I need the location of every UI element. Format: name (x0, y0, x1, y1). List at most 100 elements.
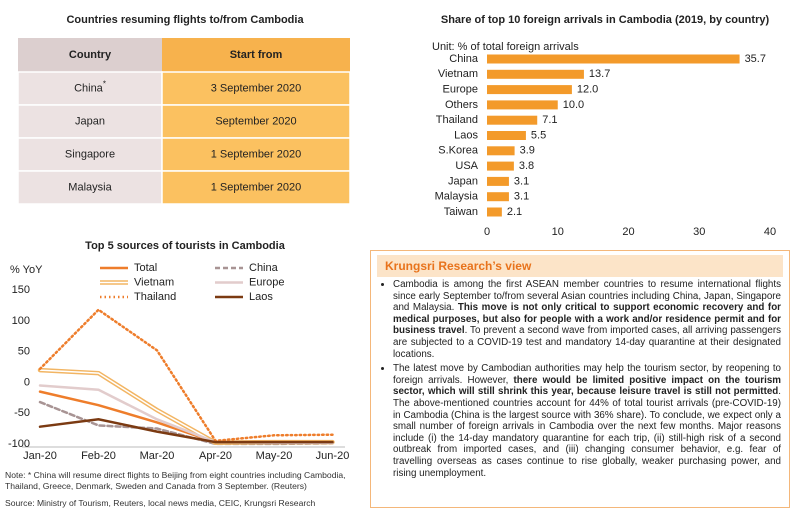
cell-text: 1 September 2020 (211, 181, 302, 193)
series-line (38, 308, 334, 443)
x-tick-label: 10 (552, 226, 564, 238)
bar (487, 192, 509, 202)
category-label: Taiwan (444, 206, 478, 218)
chart-title: Share of top 10 foreign arrivals in Camb… (441, 14, 770, 26)
value-label: 5.5 (531, 129, 546, 141)
bar (487, 176, 509, 186)
text-run: . To prevent a second wave from imported… (393, 325, 781, 360)
x-tick-label: Feb-20 (81, 450, 116, 462)
value-label: 35.7 (745, 53, 766, 65)
country: Singapore (65, 148, 115, 160)
legend-label: Laos (249, 291, 273, 303)
category-label: China (449, 53, 479, 65)
category-label: Others (445, 99, 479, 111)
y-tick-label: 150 (12, 284, 30, 296)
view-title: Krungsri Research’s view (377, 255, 783, 277)
cell-text: September 2020 (215, 115, 296, 127)
y-tick-label: 50 (18, 346, 30, 358)
legend-label: Europe (249, 276, 284, 288)
cell (17, 71, 163, 106)
cell-text: China* (74, 80, 106, 95)
header-cell (18, 38, 162, 72)
cell (161, 170, 351, 205)
category-label: Malaysia (435, 191, 479, 203)
y-tick-label: 100 (12, 315, 30, 327)
view-paragraph: Cambodia is among the first ASEAN member… (393, 279, 781, 360)
category-label: S.Korea (438, 145, 479, 157)
value-label: 12.0 (577, 84, 598, 96)
country: Japan (75, 115, 105, 127)
view-panel: Krungsri Research’s view Cambodia is amo… (370, 250, 790, 508)
bar (487, 161, 514, 171)
category-label: USA (455, 160, 478, 172)
category-label: Laos (454, 129, 478, 141)
bar (487, 69, 584, 79)
view-list: Cambodia is among the first ASEAN member… (371, 279, 789, 479)
text-run: there would be limited positive impact o… (393, 374, 781, 398)
value-label: 3.9 (520, 145, 535, 157)
country: China (74, 82, 104, 94)
value-label: 7.1 (542, 114, 557, 126)
cell (17, 104, 163, 139)
header-text: Start from (230, 49, 283, 61)
x-tick-label: May-20 (256, 450, 293, 462)
y-tick-label: -50 (14, 407, 30, 419)
text-run: . The above-mentioned countries account … (393, 386, 781, 479)
cell (17, 170, 163, 205)
cell-text: 1 September 2020 (211, 148, 302, 160)
country: Malaysia (68, 181, 112, 193)
value-label: 3.1 (514, 175, 529, 187)
x-tick-label: Jan-20 (23, 450, 57, 462)
bar (487, 100, 558, 110)
header-cell (162, 38, 350, 72)
value-label: 13.7 (589, 68, 610, 80)
x-tick-label: 20 (622, 226, 634, 238)
series-line (38, 418, 334, 444)
text-run: The latest move by Cambodian authorities… (393, 363, 781, 386)
value-label: 3.8 (519, 160, 534, 172)
source: Source: Ministry of Tourism, Reuters, lo… (5, 498, 316, 508)
y-tick-label: -100 (8, 438, 30, 450)
y-axis-label: % YoY (10, 264, 43, 276)
x-tick-label: Apr-20 (199, 450, 232, 462)
x-tick-label: 30 (693, 226, 705, 238)
legend-label: Thailand (134, 291, 176, 303)
bar (487, 207, 502, 217)
cell-text: Singapore (65, 148, 115, 160)
x-tick-label: 0 (484, 226, 490, 238)
category-label: Europe (443, 84, 478, 96)
footnote-mark: * (103, 80, 106, 89)
text-run: This move is not only critical to suppor… (393, 302, 781, 337)
unit-label: Unit: % of total foreign arrivals (432, 41, 579, 53)
x-tick-label: Jun-20 (316, 450, 350, 462)
value-label: 10.0 (563, 99, 584, 111)
value-label: 3.1 (514, 191, 529, 203)
chart-title: Top 5 sources of tourists in Cambodia (85, 240, 286, 252)
table-title: Countries resuming flights to/from Cambo… (66, 14, 304, 26)
bar (487, 131, 526, 140)
bar (487, 115, 538, 125)
bar (487, 85, 572, 95)
x-tick-label: 40 (764, 226, 776, 238)
header-text: Country (69, 49, 112, 61)
note: Note: * China will resume direct flights… (5, 470, 346, 491)
category-label: Japan (448, 175, 478, 187)
cell (161, 137, 351, 172)
legend-label: Total (134, 262, 157, 274)
legend-label: Vietnam (134, 276, 174, 288)
cell-text: Japan (75, 115, 105, 127)
cell-text: 3 September 2020 (211, 82, 302, 94)
bar (487, 146, 515, 156)
category-label: Thailand (436, 114, 478, 126)
cell-text: Malaysia (68, 181, 112, 193)
cell (161, 104, 351, 139)
bar (487, 54, 740, 64)
x-tick-label: Mar-20 (140, 450, 175, 462)
y-tick-label: 0 (24, 376, 30, 388)
legend-label: China (249, 262, 279, 274)
value-label: 2.1 (507, 206, 522, 218)
view-paragraph: The latest move by Cambodian authorities… (393, 363, 781, 479)
category-label: Vietnam (438, 68, 478, 80)
